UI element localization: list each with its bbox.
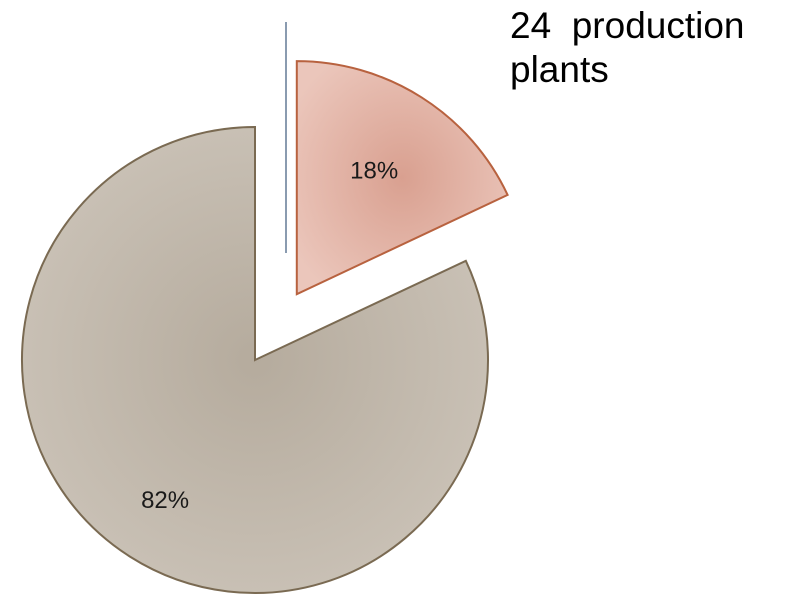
slice-label-small: 18% [350,158,398,185]
pie-slice-large [21,125,489,594]
chart-annotation: 24 production plants [510,5,745,90]
slice-label-large: 82% [141,487,189,514]
pie-slice-small [295,60,509,296]
